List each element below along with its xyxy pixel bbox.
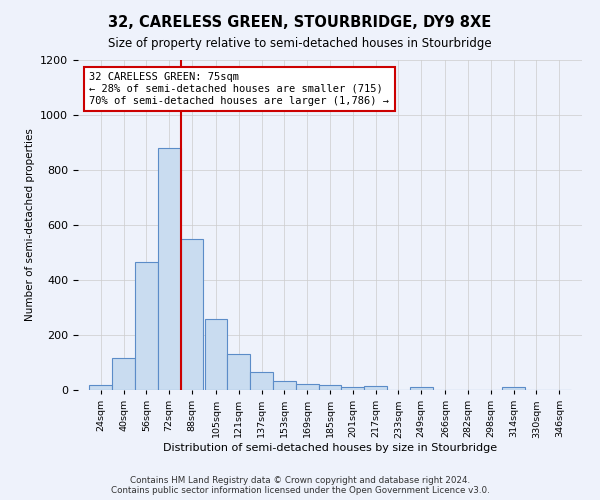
Bar bbox=[205, 319, 227, 390]
Bar bbox=[89, 384, 112, 390]
X-axis label: Distribution of semi-detached houses by size in Stourbridge: Distribution of semi-detached houses by … bbox=[163, 443, 497, 453]
Bar bbox=[319, 386, 341, 390]
Bar bbox=[273, 381, 296, 390]
Y-axis label: Number of semi-detached properties: Number of semi-detached properties bbox=[25, 128, 35, 322]
Bar bbox=[181, 240, 203, 390]
Text: 32 CARELESS GREEN: 75sqm
← 28% of semi-detached houses are smaller (715)
70% of : 32 CARELESS GREEN: 75sqm ← 28% of semi-d… bbox=[89, 72, 389, 106]
Text: Size of property relative to semi-detached houses in Stourbridge: Size of property relative to semi-detach… bbox=[108, 38, 492, 51]
Bar bbox=[227, 354, 250, 390]
Bar bbox=[341, 387, 364, 390]
Bar bbox=[135, 262, 158, 390]
Bar bbox=[158, 148, 181, 390]
Bar bbox=[364, 386, 387, 390]
Bar bbox=[296, 384, 319, 390]
Bar bbox=[112, 358, 135, 390]
Bar bbox=[410, 387, 433, 390]
Text: 32, CARELESS GREEN, STOURBRIDGE, DY9 8XE: 32, CARELESS GREEN, STOURBRIDGE, DY9 8XE bbox=[109, 15, 491, 30]
Bar bbox=[250, 372, 273, 390]
Bar bbox=[502, 387, 525, 390]
Text: Contains HM Land Registry data © Crown copyright and database right 2024.
Contai: Contains HM Land Registry data © Crown c… bbox=[110, 476, 490, 495]
